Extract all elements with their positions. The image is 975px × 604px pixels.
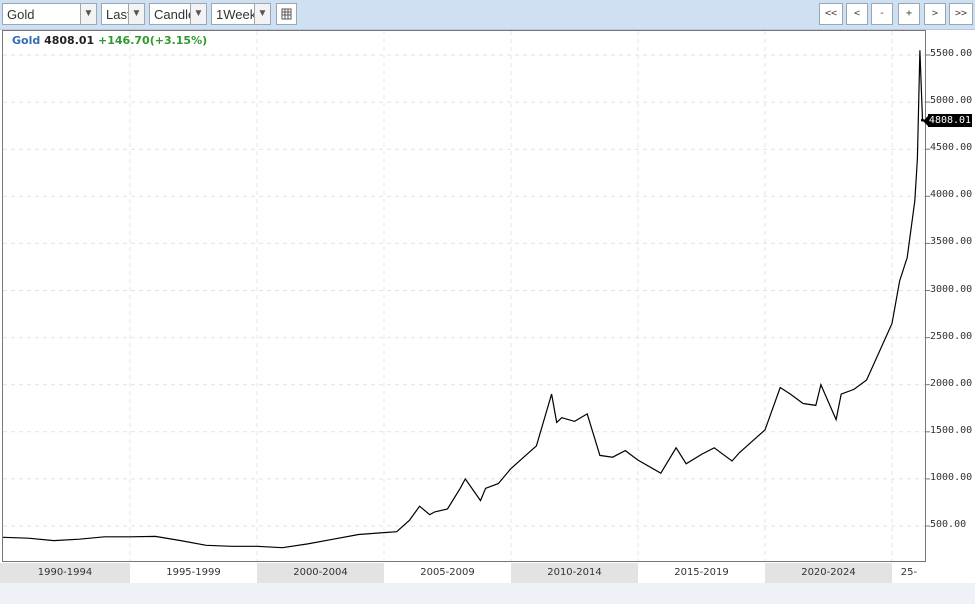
last-button[interactable]: >> — [949, 3, 973, 25]
chevron-down-icon[interactable]: ▼ — [128, 4, 144, 24]
zoom-in-button[interactable]: + — [898, 3, 920, 25]
y-tick-label: 1500.00 — [930, 424, 973, 436]
legend-symbol: Gold — [12, 34, 41, 47]
x-band-label: 2015-2019 — [674, 567, 729, 578]
x-band-label: 2010-2014 — [510, 563, 638, 583]
toolbar: Gold ▼ Last ▼ Candle ▼ 1Week ▼ << < - + … — [0, 0, 975, 30]
y-tick-label: 2000.00 — [930, 377, 973, 389]
y-tick-label: 3000.00 — [930, 283, 973, 295]
table-icon — [281, 8, 292, 20]
y-tick-label: 3500.00 — [930, 236, 973, 248]
chevron-down-icon[interactable]: ▼ — [80, 4, 96, 24]
chart-type-select[interactable]: Candle ▼ — [149, 3, 207, 25]
x-band-label: 25-2026 — [896, 567, 921, 598]
y-tick-label: 4000.00 — [930, 189, 973, 201]
legend-last-price: 4808.01 — [44, 34, 95, 47]
zoom-out-button[interactable]: - — [871, 3, 893, 25]
y-tick-label: 500.00 — [930, 519, 967, 530]
y-tick-label: 1000.00 — [930, 471, 973, 483]
legend-change: +146.70(+3.15%) — [98, 34, 208, 47]
x-band-label: 1995-1999 — [166, 567, 221, 578]
x-band-label: 2020-2024 — [764, 563, 892, 583]
chart-legend: Gold 4808.01 +146.70(+3.15%) — [12, 34, 207, 47]
chevron-down-icon[interactable]: ▼ — [190, 4, 206, 24]
bottom-strip — [0, 583, 975, 604]
next-button[interactable]: > — [924, 3, 946, 25]
gold-price-series — [2, 50, 924, 549]
current-price-badge: 4808.01 — [923, 114, 972, 127]
x-band-label: 2000-2004 — [256, 563, 384, 583]
chevron-down-icon[interactable]: ▼ — [254, 4, 270, 24]
first-button[interactable]: << — [819, 3, 843, 25]
price-type-value: Last — [106, 7, 131, 22]
interval-select[interactable]: 1Week ▼ — [211, 3, 271, 25]
y-tick-label: 2500.00 — [930, 330, 973, 342]
symbol-select[interactable]: Gold ▼ — [2, 3, 97, 25]
price-type-select[interactable]: Last ▼ — [101, 3, 145, 25]
y-tick-label: 5500.00 — [930, 48, 973, 59]
previous-button[interactable]: < — [846, 3, 868, 25]
chart-type-value: Candle — [154, 7, 196, 22]
interval-value: 1Week — [216, 7, 257, 22]
x-band-label: 2005-2009 — [420, 567, 475, 578]
table-view-button[interactable] — [276, 3, 297, 25]
symbol-select-value: Gold — [7, 7, 35, 22]
chart-plot-area[interactable] — [2, 30, 926, 562]
y-tick-label: 5000.00 — [930, 95, 973, 107]
y-tick-label: 4500.00 — [930, 142, 973, 154]
x-band-label: 1990-1994 — [0, 563, 130, 583]
